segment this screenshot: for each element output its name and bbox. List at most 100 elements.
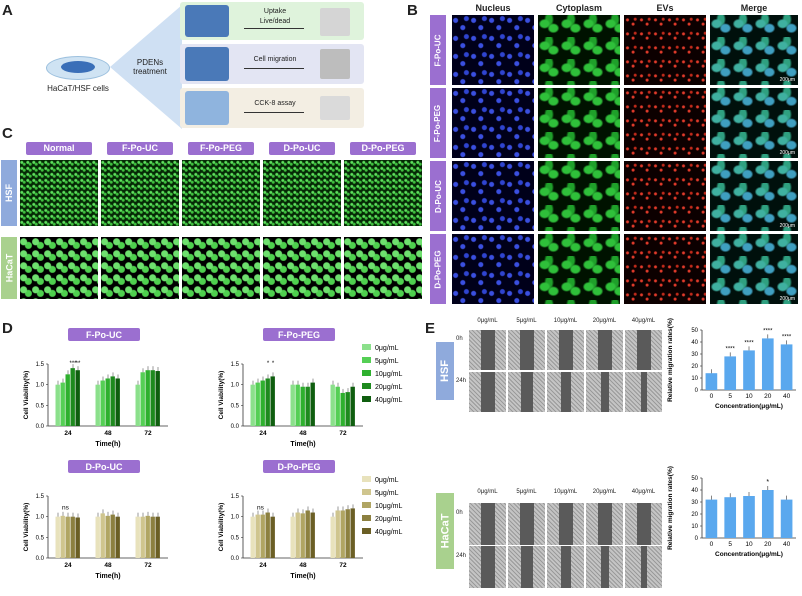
x-tick-label: 48 [299,430,307,437]
bar [265,512,270,558]
bar [140,372,145,426]
bar [295,384,300,426]
legend-swatch [362,370,371,376]
bar [340,392,345,426]
bar [55,384,60,426]
micrograph-c-0-2 [182,160,260,226]
micrograph-c-1-0 [20,237,98,299]
x-tick-label: 24 [64,430,72,437]
micrograph-c-0-3 [263,160,341,226]
y-tick-label: 10 [691,376,698,382]
x-tick-label: 24 [64,562,72,569]
micrograph-b-2-2 [624,161,706,231]
bar [270,376,275,426]
x-tick-label: 72 [339,562,347,569]
scale-bar-label: 200μm [779,150,795,156]
bar [335,510,340,558]
row-migration: Cell migration [180,44,364,84]
y-tick-label: 50 [691,328,698,334]
bar [105,515,110,558]
legend-label: 10μg/mL [375,371,402,378]
bar [150,370,155,426]
legend-swatch [362,489,371,495]
well-plate-24 [185,47,229,81]
e-side-hacat: HaCaT [436,493,454,569]
annotation: **** [744,340,754,346]
bar [761,338,774,390]
conc-label: 10μg/mL [553,489,578,495]
panel-c-letter: C [2,125,13,142]
scale-bar-label: 200μm [779,223,795,229]
y-tick-label: 1.5 [36,362,45,368]
bar [260,514,265,558]
scratch-image-0-1-0 [469,372,506,412]
row1-line1: Uptake [263,8,287,15]
scratch-image-1-1-1 [508,546,545,588]
scratch-image-1-1-0 [469,546,506,588]
bar [345,392,350,426]
bar [724,356,737,390]
y-tick-label: 1.0 [231,383,240,389]
x-tick-label: 20 [764,393,772,400]
x-tick-label: 0 [710,393,714,400]
scratch-image-1-0-3 [586,503,623,545]
bar [265,378,270,426]
bar [340,510,345,558]
micrograph-b-1-0 [452,88,534,158]
panel-d-charts: F-Po-UC 0.0 0.5 1.0 1.5 Cell Viability(%) Time… [23,328,402,580]
time-label: 24h [456,378,467,384]
time-label: 24h [456,553,467,559]
col-tag-d-po-uc: D-Po-UC [269,142,335,155]
annotation: **** [763,328,773,334]
legend-label: 5μg/mL [375,490,399,497]
legend-swatch [362,357,371,363]
row-label-f-po-peg: F-Po-PEG [430,88,446,158]
y-tick-label: 40 [691,340,698,346]
x-tick-label: 48 [299,562,307,569]
bar [110,514,115,558]
row2-line1: Cell migration [253,56,297,63]
scratch-image-1-0-0 [469,503,506,545]
legend-swatch [362,502,371,508]
bar [75,517,80,558]
panel-e-letter: E [425,320,436,337]
y-tick-label: 0 [695,536,699,542]
y-tick-label: 50 [691,476,698,482]
annotation: ** [76,361,81,367]
annotation: * [766,479,769,486]
scratch-gap [519,330,534,370]
scratch-image-0-0-2 [547,330,584,370]
legend-swatch [362,528,371,534]
y-tick-label: 20 [691,364,698,370]
scratch-image-1-1-4 [625,546,662,588]
scratch-image-1-1-3 [586,546,623,588]
scratch-gap [519,503,534,545]
legend-label: 40μg/mL [375,397,402,404]
bar [743,496,755,538]
scratch-gap [520,546,533,588]
bar [260,380,265,426]
y-tick-label: 40 [691,488,698,494]
chart-title-bg [263,328,335,341]
e-side-hsf: HSF [436,342,454,400]
bar [350,386,355,426]
scratch-image-0-0-4 [625,330,662,370]
chart-title: F-Po-PEG [278,330,320,340]
micrograph-c-1-2 [182,237,260,299]
micrograph-c-0-1 [101,160,179,226]
row3-line1: CCK-8 assay [254,100,296,107]
conc-label: 40μg/mL [631,489,656,495]
y-tick-label: 0.0 [231,424,240,430]
bar [145,370,150,426]
plate-reader-icon [320,96,350,120]
y-axis-label: Relative migration rates(%) [667,318,674,402]
x-tick-label: 20 [764,541,772,548]
y-axis-label: Cell Viability(%) [23,371,30,420]
scale-bar-label: 200μm [779,296,795,302]
scratch-gap [480,503,495,545]
y-axis-label: Cell Viability(%) [23,503,30,552]
y-axis-label: Cell Viability(%) [218,371,225,420]
bar [350,508,355,558]
legend-swatch [362,396,371,402]
chart-title-bg [68,328,140,341]
